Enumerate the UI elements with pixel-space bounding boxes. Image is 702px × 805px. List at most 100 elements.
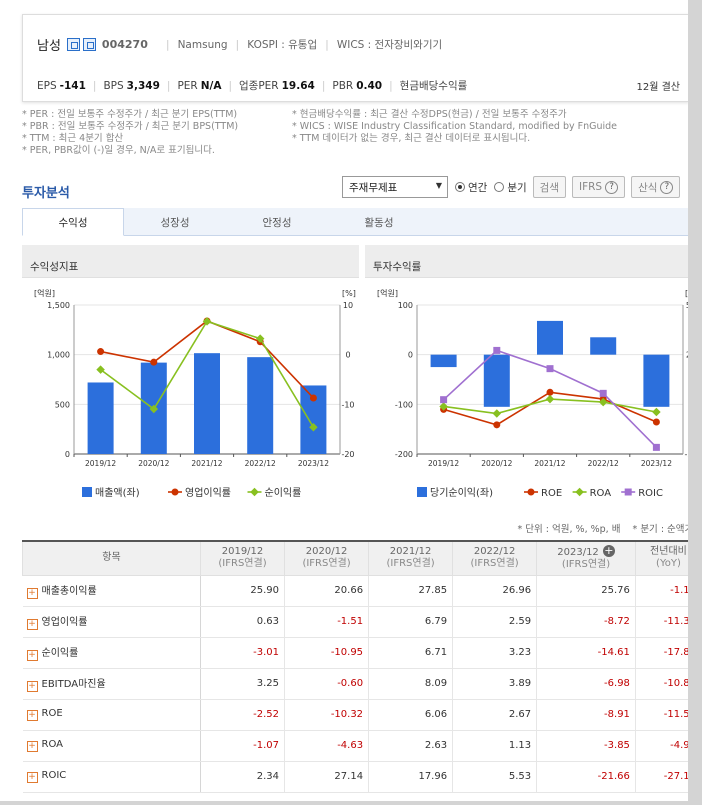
data-point: [652, 443, 660, 451]
value-cell: -21.66: [536, 761, 636, 793]
annual-radio[interactable]: [455, 182, 465, 192]
data-point: [652, 418, 660, 426]
value-cell: 2.67: [452, 699, 538, 731]
row-label-cell[interactable]: + 매출총이익률: [22, 575, 201, 607]
data-point: [309, 394, 317, 402]
y-left-tick: -200: [395, 450, 413, 459]
data-point: [493, 346, 501, 354]
metric-label: EPS: [37, 79, 57, 92]
data-point: [546, 365, 554, 373]
row-label-cell[interactable]: + 영업이익률: [22, 606, 201, 638]
table-row: + EBITDA마진율 3.25 -0.60 8.09 3.89 -6.98 -10.87: [22, 668, 702, 700]
tab-activity[interactable]: 활동성: [364, 216, 394, 229]
header-item: 항목: [22, 540, 201, 576]
value-cell: 25.90: [200, 575, 286, 607]
metrics-row: EPS -141 | BPS 3,349 | PER N/A | 업종PER 19.64 | PBR 0.…: [37, 78, 680, 94]
metric-value: -141: [59, 79, 86, 92]
value-cell: 27.14: [284, 761, 370, 793]
value-cell: 17.96: [368, 761, 454, 793]
value-cell: -0.60: [284, 668, 370, 700]
expand-row-icon[interactable]: +: [26, 741, 38, 752]
expand-row-icon[interactable]: +: [26, 710, 38, 721]
quarter-radio-label: 분기: [507, 181, 527, 194]
tab-stability[interactable]: 안정성: [262, 216, 292, 229]
statement-select[interactable]: 주재무제표: [342, 176, 448, 198]
expand-icon[interactable]: +: [602, 544, 615, 558]
value-cell: -10.95: [284, 637, 370, 669]
company-name: 남성: [37, 39, 61, 54]
value-cell: 27.85: [368, 575, 454, 607]
bar: [590, 337, 617, 355]
column-sub: (YoY): [656, 558, 681, 570]
data-point: [150, 358, 158, 366]
row-label-cell[interactable]: + ROE: [22, 699, 201, 731]
x-tick-label: 2023/12: [641, 459, 672, 468]
table-row: + ROIC 2.34 27.14 17.96 5.53 -21.66 -27.19: [22, 761, 702, 793]
row-label-cell[interactable]: + ROA: [22, 730, 201, 762]
legend: 매출액(좌) 영업이익률 순이익률: [82, 486, 301, 499]
note-line: * PBR : 전일 보통주 수정주가 / 최근 분기 BPS(TTM): [22, 121, 239, 132]
divider: |: [235, 38, 240, 51]
row-label: 영업이익률: [41, 617, 88, 628]
bar: [87, 382, 114, 454]
return-chart: 1000-100-20050250-25[억원][%]2019/122020/1…: [377, 288, 699, 499]
expand-row-icon[interactable]: +: [26, 650, 38, 661]
settlement-month: 12월 결산: [636, 82, 680, 93]
english-name: Namsung: [177, 38, 228, 51]
x-tick-label: 2022/12: [245, 459, 276, 468]
home-icon[interactable]: [66, 38, 80, 51]
x-tick-label: 2023/12: [298, 459, 329, 468]
bar: [537, 320, 563, 355]
data-point: [309, 422, 318, 432]
value-cell: 6.06: [368, 699, 454, 731]
return-chart-panel: 투자수익률 1000-100-20050250-25[억원][%]2019/12…: [365, 245, 702, 505]
table-header-row: 항목 2019/12 (IFRS연결) 2020/12 (IFRS연결) 2021/12…: [22, 540, 702, 576]
expand-row-icon[interactable]: +: [26, 681, 38, 692]
annual-radio-label: 연간: [468, 181, 488, 194]
expand-row-icon[interactable]: +: [26, 772, 38, 783]
y-left-unit: [억원]: [377, 288, 398, 298]
data-point: [149, 404, 159, 414]
building-icon[interactable]: [82, 38, 96, 51]
row-label: 매출총이익률: [41, 586, 97, 597]
tab-growth[interactable]: 성장성: [160, 216, 190, 229]
expand-row-icon[interactable]: +: [26, 588, 38, 599]
y-left-tick: 500: [55, 400, 70, 409]
data-point: [97, 348, 105, 356]
value-cell: 8.09: [368, 668, 454, 700]
note-line: * PER : 전일 보통주 수정주가 / 최근 분기 EPS(TTM): [22, 109, 238, 120]
row-label-cell[interactable]: + 순이익률: [22, 637, 201, 669]
expand-row-icon[interactable]: +: [26, 619, 38, 630]
ifrs-button[interactable]: IFRS?: [571, 176, 626, 198]
note-line: * PER, PBR값이 (-)일 경우, N/A로 표기됩니다.: [22, 145, 215, 156]
metric-label: BPS: [103, 79, 124, 92]
column-sub: (IFRS연결): [470, 558, 519, 570]
search-button[interactable]: 검색: [532, 176, 566, 198]
formula-button[interactable]: 산식?: [631, 176, 681, 198]
divider: |: [325, 38, 329, 51]
legend-label: 당기순이익(좌): [430, 487, 493, 499]
column-year: 2023/12: [557, 547, 599, 559]
ifrs-button-label: IFRS: [578, 181, 603, 193]
legend-label: 매출액(좌): [95, 487, 140, 499]
y-left-tick: 0: [408, 351, 413, 360]
value-cell: 2.34: [200, 761, 286, 793]
column-header: 2019/12 (IFRS연결): [199, 540, 286, 576]
legend-label: ROA: [590, 488, 612, 499]
row-label-cell[interactable]: + EBITDA마진율: [22, 668, 201, 700]
row-label-cell[interactable]: + ROIC: [22, 761, 201, 793]
value-cell: 3.25: [200, 668, 286, 700]
column-sub: (IFRS연결): [386, 558, 435, 570]
value-cell: -6.98: [536, 668, 636, 700]
column-sub: (IFRS연결): [218, 558, 267, 570]
column-header: 2020/12 (IFRS연결): [284, 540, 370, 576]
x-tick-label: 2020/12: [138, 459, 169, 468]
metric-label: PBR: [332, 79, 354, 92]
legend-swatch: [417, 487, 427, 497]
search-button-label: 검색: [539, 181, 559, 194]
divider: |: [389, 79, 393, 92]
notes-left: * PER : 전일 보통주 수정주가 / 최근 분기 EPS(TTM) * PB…: [22, 109, 292, 157]
quarter-radio[interactable]: [494, 182, 505, 192]
analysis-tabs: 수익성 성장성 안정성 활동성: [22, 208, 702, 236]
tab-profitability[interactable]: 수익성: [22, 208, 124, 236]
